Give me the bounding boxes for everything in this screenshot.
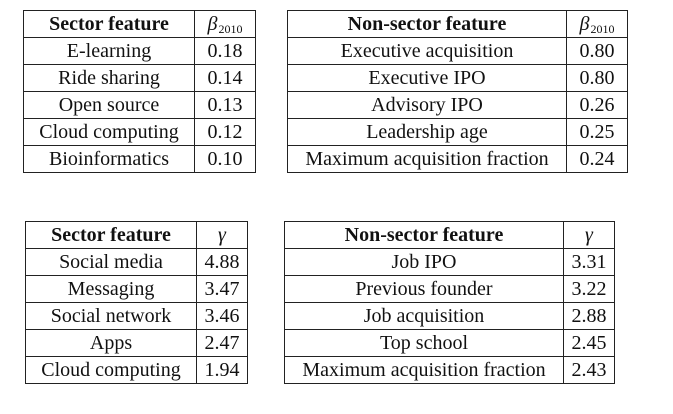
table-row: Messaging 3.47 — [25, 275, 248, 303]
feature-cell: Job IPO — [284, 248, 564, 276]
table-sector-beta: Sector feature β2010 E-learning 0.18 Ride… — [23, 10, 256, 173]
header-coefficient: β2010 — [566, 10, 628, 38]
header-coefficient: β2010 — [194, 10, 256, 38]
value-cell: 2.45 — [563, 329, 615, 357]
table-row: Ride sharing 0.14 — [23, 64, 256, 92]
table-header-row: Non-sector feature β2010 — [287, 10, 628, 38]
value-cell: 0.26 — [566, 91, 628, 119]
table-row: Bioinformatics 0.10 — [23, 145, 256, 173]
table-row: Open source 0.13 — [23, 91, 256, 119]
feature-cell: Open source — [23, 91, 195, 119]
value-cell: 2.47 — [196, 329, 248, 357]
table-nonsector-gamma: Non-sector feature γ Job IPO 3.31 Previou… — [284, 221, 615, 384]
value-cell: 0.80 — [566, 37, 628, 65]
feature-cell: Advisory IPO — [287, 91, 567, 119]
feature-cell: Cloud computing — [23, 118, 195, 146]
table-row: Job acquisition 2.88 — [284, 302, 615, 330]
table-nonsector-beta: Non-sector feature β2010 Executive acqui… — [287, 10, 628, 173]
value-cell: 0.10 — [194, 145, 256, 173]
header-feature: Sector feature — [25, 221, 197, 249]
value-cell: 3.22 — [563, 275, 615, 303]
feature-cell: Ride sharing — [23, 64, 195, 92]
beta-symbol: β — [207, 12, 218, 35]
feature-cell: Executive IPO — [287, 64, 567, 92]
feature-cell: Maximum acquisition fraction — [284, 356, 564, 384]
value-cell: 0.80 — [566, 64, 628, 92]
feature-cell: Job acquisition — [284, 302, 564, 330]
table-row: Cloud computing 0.12 — [23, 118, 256, 146]
table-row: Social network 3.46 — [25, 302, 248, 330]
feature-cell: Apps — [25, 329, 197, 357]
beta-subscript: 2010 — [218, 21, 243, 36]
value-cell: 2.43 — [563, 356, 615, 384]
value-cell: 0.24 — [566, 145, 628, 173]
header-feature: Sector feature — [23, 10, 195, 38]
value-cell: 2.88 — [563, 302, 615, 330]
table-row: E-learning 0.18 — [23, 37, 256, 65]
table-row: Apps 2.47 — [25, 329, 248, 357]
value-cell: 0.14 — [194, 64, 256, 92]
table-row: Cloud computing 1.94 — [25, 356, 248, 384]
table-row: Job IPO 3.31 — [284, 248, 615, 276]
header-feature: Non-sector feature — [284, 221, 564, 249]
value-cell: 1.94 — [196, 356, 248, 384]
table-row: Executive acquisition 0.80 — [287, 37, 628, 65]
feature-cell: Social network — [25, 302, 197, 330]
feature-cell: Bioinformatics — [23, 145, 195, 173]
value-cell: 3.31 — [563, 248, 615, 276]
table-row: Maximum acquisition fraction 2.43 — [284, 356, 615, 384]
table-row: Advisory IPO 0.26 — [287, 91, 628, 119]
feature-cell: E-learning — [23, 37, 195, 65]
value-cell: 3.46 — [196, 302, 248, 330]
table-row: Previous founder 3.22 — [284, 275, 615, 303]
value-cell: 4.88 — [196, 248, 248, 276]
table-header-row: Sector feature β2010 — [23, 10, 256, 38]
feature-cell: Executive acquisition — [287, 37, 567, 65]
header-coefficient: γ — [563, 221, 615, 249]
value-cell: 0.18 — [194, 37, 256, 65]
header-coefficient: γ — [196, 221, 248, 249]
table-row: Top school 2.45 — [284, 329, 615, 357]
feature-cell: Maximum acquisition fraction — [287, 145, 567, 173]
value-cell: 3.47 — [196, 275, 248, 303]
value-cell: 0.25 — [566, 118, 628, 146]
table-row: Maximum acquisition fraction 0.24 — [287, 145, 628, 173]
feature-cell: Previous founder — [284, 275, 564, 303]
beta-subscript: 2010 — [590, 21, 615, 36]
feature-cell: Social media — [25, 248, 197, 276]
table-header-row: Non-sector feature γ — [284, 221, 615, 249]
beta-symbol: β — [579, 12, 590, 35]
header-feature: Non-sector feature — [287, 10, 567, 38]
value-cell: 0.12 — [194, 118, 256, 146]
feature-cell: Messaging — [25, 275, 197, 303]
table-row: Leadership age 0.25 — [287, 118, 628, 146]
table-row: Social media 4.88 — [25, 248, 248, 276]
feature-cell: Leadership age — [287, 118, 567, 146]
value-cell: 0.13 — [194, 91, 256, 119]
table-sector-gamma: Sector feature γ Social media 4.88 Messag… — [25, 221, 248, 384]
table-row: Executive IPO 0.80 — [287, 64, 628, 92]
table-header-row: Sector feature γ — [25, 221, 248, 249]
feature-cell: Cloud computing — [25, 356, 197, 384]
feature-cell: Top school — [284, 329, 564, 357]
